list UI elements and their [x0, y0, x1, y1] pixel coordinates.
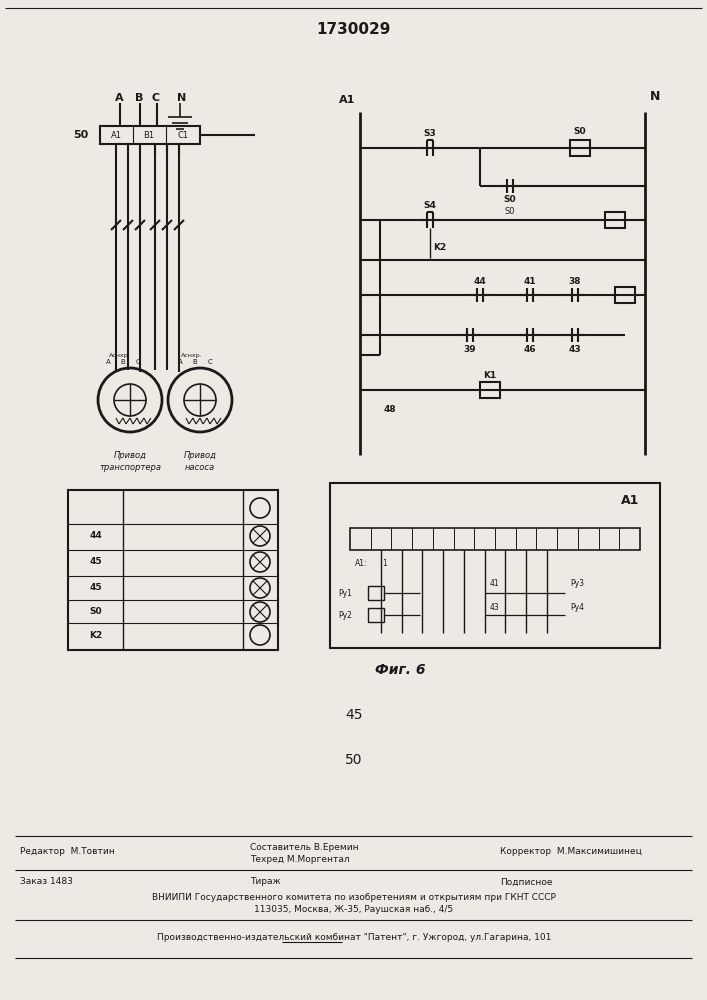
Text: 39: 39 — [464, 344, 477, 354]
Text: 45: 45 — [90, 558, 103, 566]
Bar — [330, 483, 660, 648]
Text: 44: 44 — [90, 532, 103, 540]
Text: 43: 43 — [568, 344, 581, 354]
Text: насоса: насоса — [185, 462, 215, 472]
Text: K2: K2 — [433, 243, 447, 252]
Text: Аснхр.: Аснхр. — [181, 354, 203, 359]
Text: 44: 44 — [474, 276, 486, 286]
Text: 38: 38 — [568, 276, 581, 286]
Text: A1: A1 — [621, 494, 639, 508]
Text: 41: 41 — [490, 578, 500, 587]
Text: транспортера: транспортера — [99, 462, 161, 472]
Text: C1: C1 — [177, 130, 189, 139]
Text: Привод: Привод — [184, 450, 216, 460]
Text: 41: 41 — [524, 276, 537, 286]
Text: ВНИИПИ Государственного комитета по изобретениям и открытиям при ГКНТ СССР: ВНИИПИ Государственного комитета по изоб… — [152, 894, 556, 902]
Text: Аснхр.: Аснхр. — [109, 354, 131, 359]
Text: 113035, Москва, Ж-35, Раушская наб., 4/5: 113035, Москва, Ж-35, Раушская наб., 4/5 — [255, 906, 454, 914]
Text: 50: 50 — [345, 753, 363, 767]
Text: S0: S0 — [503, 196, 516, 205]
Bar — [605, 212, 625, 228]
Text: B1: B1 — [144, 130, 155, 139]
Text: B: B — [121, 359, 125, 365]
Text: C: C — [208, 359, 212, 365]
Text: C: C — [136, 359, 141, 365]
Text: Ру2: Ру2 — [338, 610, 352, 619]
Bar — [480, 382, 500, 398]
Bar — [100, 126, 200, 144]
Text: A1: A1 — [110, 130, 122, 139]
Text: Составитель В.Еремин: Составитель В.Еремин — [250, 842, 358, 852]
Text: Ру4: Ру4 — [570, 603, 584, 612]
Text: 45: 45 — [90, 584, 103, 592]
Text: 1: 1 — [382, 558, 387, 568]
Text: Привод: Привод — [114, 450, 146, 460]
Text: S4: S4 — [423, 202, 436, 211]
Bar — [68, 490, 278, 650]
Bar — [368, 586, 384, 600]
Bar — [615, 287, 635, 303]
Text: 46: 46 — [524, 344, 537, 354]
Text: B: B — [192, 359, 197, 365]
Text: 1730029: 1730029 — [317, 22, 391, 37]
Text: 48: 48 — [384, 406, 397, 414]
Text: Фиг. 6: Фиг. 6 — [375, 663, 425, 677]
Text: 43: 43 — [490, 603, 500, 612]
Text: N: N — [650, 91, 660, 104]
Bar — [350, 528, 640, 550]
Text: K1: K1 — [484, 371, 496, 380]
Text: K2: K2 — [89, 631, 103, 640]
Text: S0: S0 — [573, 127, 586, 136]
Text: A: A — [105, 359, 110, 365]
Text: S0: S0 — [90, 607, 103, 616]
Text: S0: S0 — [505, 208, 515, 217]
Text: 45: 45 — [345, 708, 363, 722]
Text: Корректор  М.Максимишинец: Корректор М.Максимишинец — [500, 848, 642, 856]
Text: 50: 50 — [73, 130, 88, 140]
Text: A1: A1 — [339, 95, 355, 105]
Text: Производственно-издательский комбинат "Патент", г. Ужгород, ул.Гагарина, 101: Производственно-издательский комбинат "П… — [157, 934, 551, 942]
Bar — [368, 608, 384, 622]
Text: Ру3: Ру3 — [570, 578, 584, 587]
Text: C: C — [152, 93, 160, 103]
Text: Ру1: Ру1 — [338, 588, 352, 597]
Text: Тираж: Тираж — [250, 878, 281, 886]
Text: Подписное: Подписное — [500, 878, 552, 886]
Text: A: A — [115, 93, 124, 103]
Text: Заказ 1483: Заказ 1483 — [20, 878, 73, 886]
Text: Редактор  М.Товтин: Редактор М.Товтин — [20, 848, 115, 856]
Text: B: B — [135, 93, 144, 103]
Text: N: N — [177, 93, 186, 103]
Text: A: A — [177, 359, 182, 365]
Text: S3: S3 — [423, 129, 436, 138]
Bar — [570, 140, 590, 156]
Text: A1:: A1: — [355, 558, 368, 568]
Text: Техред М.Моргентал: Техред М.Моргентал — [250, 856, 350, 864]
